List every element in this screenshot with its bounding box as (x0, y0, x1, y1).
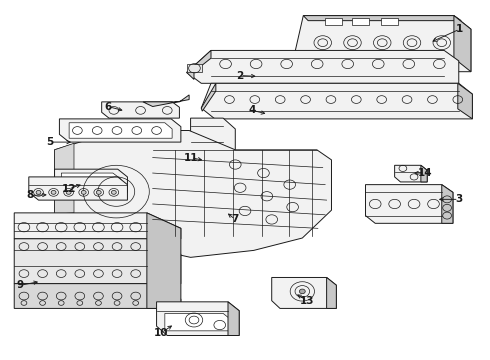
Text: 2: 2 (237, 71, 244, 81)
Polygon shape (442, 185, 453, 223)
Text: 12: 12 (62, 184, 76, 194)
Polygon shape (102, 102, 179, 118)
Polygon shape (187, 50, 459, 83)
Polygon shape (165, 314, 233, 331)
Polygon shape (201, 83, 216, 111)
Polygon shape (294, 15, 471, 72)
Polygon shape (69, 123, 172, 138)
Text: 13: 13 (300, 296, 315, 306)
Polygon shape (14, 284, 181, 309)
Text: 1: 1 (456, 24, 464, 34)
Polygon shape (303, 15, 461, 21)
Text: 5: 5 (46, 137, 53, 147)
Text: 14: 14 (417, 168, 432, 178)
Polygon shape (54, 169, 127, 192)
Polygon shape (458, 83, 472, 119)
Polygon shape (352, 18, 369, 24)
Polygon shape (54, 130, 331, 257)
Polygon shape (14, 239, 181, 284)
Polygon shape (59, 119, 181, 142)
Polygon shape (81, 177, 88, 185)
Circle shape (97, 190, 101, 194)
Circle shape (36, 190, 41, 194)
Circle shape (51, 190, 56, 194)
Text: 10: 10 (154, 328, 169, 338)
Polygon shape (228, 302, 239, 336)
Polygon shape (272, 278, 336, 309)
Text: 11: 11 (183, 153, 198, 163)
Circle shape (81, 190, 86, 194)
Text: 8: 8 (26, 190, 34, 201)
Polygon shape (327, 278, 336, 309)
Polygon shape (187, 64, 202, 72)
Polygon shape (381, 18, 398, 24)
Polygon shape (14, 213, 181, 239)
Polygon shape (94, 177, 101, 185)
Circle shape (299, 289, 305, 294)
Polygon shape (421, 165, 427, 182)
Polygon shape (191, 118, 235, 150)
Text: 9: 9 (17, 280, 24, 290)
Polygon shape (201, 83, 472, 119)
Circle shape (66, 190, 71, 194)
Polygon shape (157, 302, 239, 336)
Polygon shape (325, 18, 342, 24)
Polygon shape (54, 143, 74, 214)
Polygon shape (147, 213, 181, 309)
Polygon shape (68, 177, 75, 185)
Polygon shape (106, 177, 114, 185)
Circle shape (111, 190, 116, 194)
Polygon shape (454, 15, 471, 72)
Polygon shape (394, 165, 427, 182)
Text: 3: 3 (455, 194, 463, 204)
Polygon shape (187, 50, 211, 80)
Text: 6: 6 (104, 102, 112, 112)
Polygon shape (366, 185, 453, 223)
Polygon shape (61, 173, 121, 189)
Polygon shape (29, 177, 127, 200)
Polygon shape (294, 58, 308, 87)
Text: 4: 4 (248, 105, 256, 116)
Text: 7: 7 (232, 215, 239, 224)
Polygon shape (143, 95, 189, 107)
